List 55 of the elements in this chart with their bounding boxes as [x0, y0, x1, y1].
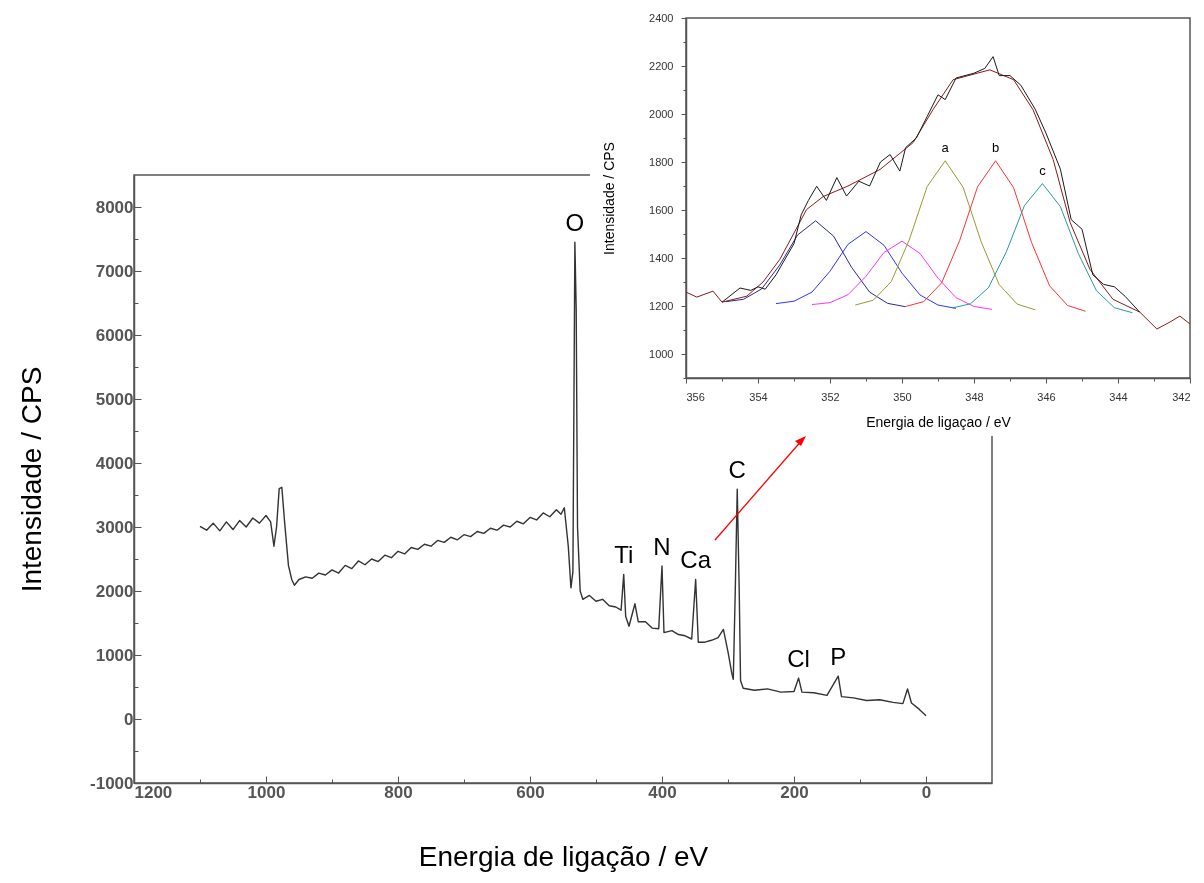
- x-tick-label: 354: [749, 390, 768, 403]
- annotation: P: [830, 643, 847, 671]
- y-axis-title: Intensidade / CPS: [600, 142, 617, 255]
- annotation: O: [565, 209, 585, 237]
- y-tick-label: 3000: [95, 517, 134, 537]
- x-tick-label: 350: [893, 390, 912, 403]
- x-tick-label: 352: [821, 390, 840, 403]
- line-series: [721, 56, 1141, 313]
- x-tick-label: 0: [921, 782, 932, 802]
- y-tick-label: 8000: [95, 197, 134, 217]
- y-tick-label: 2000: [95, 581, 134, 601]
- x-tick-label: 400: [648, 782, 677, 802]
- line-series: [951, 183, 1133, 314]
- y-tick-label: 1000: [95, 645, 134, 665]
- line-series: [725, 220, 907, 308]
- x-tick-label: 1200: [134, 782, 173, 802]
- annotation: N: [653, 533, 671, 561]
- x-tick-label: 600: [516, 782, 545, 802]
- y-tick-label: 1400: [649, 251, 674, 264]
- x-tick-label: 344: [1109, 390, 1128, 403]
- annotation: Ca: [680, 546, 712, 574]
- x-axis-title: Energia de ligação / eV: [418, 840, 709, 872]
- y-tick-label: 1800: [649, 155, 674, 168]
- x-tick-label: 342: [1172, 390, 1191, 403]
- line-series: [905, 160, 1087, 312]
- x-tick-label: 200: [780, 782, 809, 802]
- annotation: Ti: [614, 541, 634, 569]
- line-series: [775, 231, 957, 309]
- annotation: a: [941, 139, 950, 155]
- line-series: [811, 240, 993, 310]
- annotation: C: [728, 456, 746, 484]
- line-series: [686, 69, 1190, 330]
- y-tick-label: 4000: [95, 453, 134, 473]
- x-axis-title: Energia de ligaçao / eV: [866, 413, 1012, 430]
- annotation: c: [1039, 162, 1047, 178]
- x-tick-label: 356: [686, 390, 705, 403]
- annotation: Cl: [787, 645, 810, 673]
- y-tick-label: 1200: [649, 299, 674, 312]
- x-tick-label: 1000: [247, 782, 286, 802]
- y-tick-label: 5000: [95, 389, 134, 409]
- x-tick-label: 346: [1037, 390, 1056, 403]
- annotation: b: [991, 139, 1000, 155]
- x-tick-label: 800: [384, 782, 413, 802]
- x-tick-label: 348: [965, 390, 984, 403]
- y-tick-label: 2200: [649, 59, 674, 72]
- y-tick-label: 1600: [649, 203, 674, 216]
- y-axis-title: Intensidade / CPS: [15, 366, 47, 593]
- y-tick-label: 0: [124, 709, 134, 729]
- y-tick-label: 6000: [95, 325, 134, 345]
- y-tick-label: 2400: [649, 11, 674, 24]
- y-tick-label: 1000: [649, 347, 674, 360]
- y-tick-label: 7000: [95, 261, 134, 281]
- y-tick-label: 2000: [649, 107, 674, 120]
- y-tick-label: -1000: [90, 773, 134, 793]
- line-series: [854, 160, 1036, 311]
